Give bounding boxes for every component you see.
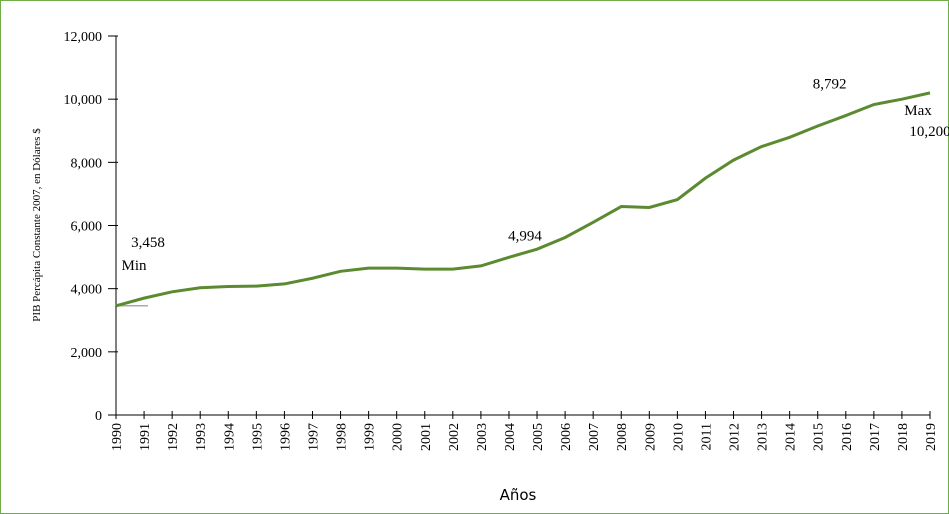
x-tick-label: 1998 [335, 423, 350, 451]
x-tick-label: 2015 [812, 423, 827, 451]
value-label: 10,200 [909, 124, 949, 140]
x-tick-label: 1994 [222, 423, 237, 451]
series-line [115, 91, 931, 308]
y-tick-label: 0 [95, 409, 102, 424]
x-tick-label: 2009 [643, 423, 658, 451]
x-tick-label: 2004 [503, 423, 518, 451]
y-axis-label: PIB Percápita Constante 2007, en Dólares… [31, 128, 43, 322]
x-tick-label: 1995 [250, 423, 265, 451]
value-label: 3,458 [131, 235, 165, 251]
x-tick-label: 2001 [419, 423, 434, 451]
x-tick-label: 2014 [784, 423, 799, 451]
x-tick-label: 2003 [475, 423, 490, 451]
x-tick-label: 2005 [531, 423, 546, 451]
x-tick-label: 2013 [756, 423, 771, 451]
y-tick-label: 4,000 [71, 283, 103, 298]
x-tick-label: 2010 [671, 423, 686, 451]
annotation: Min [121, 258, 147, 274]
x-tick-label: 1999 [363, 423, 378, 451]
y-tick-label: 10,000 [64, 93, 103, 108]
x-axis-label: Años [500, 486, 537, 504]
value-label: 8,792 [813, 76, 847, 92]
x-tick-label: 2011 [699, 423, 714, 450]
x-tick-label: 1997 [306, 423, 321, 451]
x-tick-label: 1990 [110, 423, 125, 451]
x-tick-label: 2002 [447, 423, 462, 451]
x-tick-label: 2017 [868, 423, 883, 451]
x-tick-label: 2000 [391, 423, 406, 451]
x-tick-label: 1996 [278, 423, 293, 451]
y-tick-label: 2,000 [71, 346, 103, 361]
y-tick-label: 12,000 [64, 30, 103, 45]
value-label: 4,994 [508, 228, 542, 244]
y-tick-label: 6,000 [71, 220, 103, 235]
annotation: Max [904, 103, 932, 119]
x-tick-label: 2019 [924, 423, 939, 451]
x-tick-label: 2006 [559, 423, 574, 451]
x-tick-label: 2008 [615, 423, 630, 451]
x-tick-label: 1991 [138, 423, 153, 451]
x-tick-label: 2018 [896, 423, 911, 451]
x-tick-label: 2012 [728, 423, 743, 451]
y-tick-label: 8,000 [71, 156, 103, 171]
x-tick-label: 1992 [166, 423, 181, 451]
x-tick-label: 2016 [840, 423, 855, 451]
x-tick-label: 1993 [194, 423, 209, 451]
x-tick-label: 2007 [587, 423, 602, 451]
